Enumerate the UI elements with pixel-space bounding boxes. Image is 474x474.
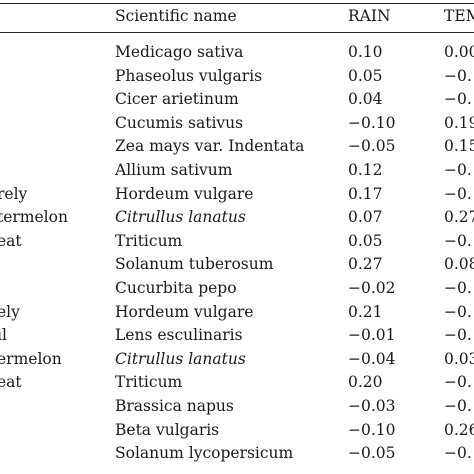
temp-value-cell: 0.26 [444, 421, 474, 439]
temp-value-cell: 0.08 [444, 255, 474, 273]
scientific-name-cell: Zea mays var. Indentata [115, 137, 305, 155]
rain-value-cell: −0.10 [348, 114, 396, 132]
table-header-rule [0, 32, 474, 33]
scientific-name-cell: Medicago sativa [115, 43, 244, 61]
scientific-name-cell: Allium sativum [115, 161, 233, 179]
rain-value-cell: 0.27 [348, 255, 383, 273]
scientific-name-cell: Citrullus lanatus [115, 208, 246, 226]
crop-name-cell: termelon [0, 208, 68, 226]
temp-value-cell: −0. [444, 67, 472, 85]
rain-value-cell: 0.17 [348, 185, 383, 203]
rain-value-cell: −0.02 [348, 279, 396, 297]
scientific-name-cell: Lens esculinaris [115, 326, 243, 344]
crop-name-cell: ermelon [0, 350, 62, 368]
temp-value-cell: 0.27 [444, 208, 474, 226]
rain-value-cell: −0.04 [348, 350, 396, 368]
temp-value-cell: −0. [444, 303, 472, 321]
header-rain: RAIN [348, 7, 391, 25]
scientific-name-cell: Solanum lycopersicum [115, 444, 294, 462]
header-scientific-name: Scientific name [115, 7, 237, 25]
temp-value-cell: −0. [444, 397, 472, 415]
rain-value-cell: −0.05 [348, 137, 396, 155]
crop-name-cell: eat [0, 232, 22, 250]
rain-value-cell: −0.01 [348, 326, 396, 344]
rain-value-cell: −0.10 [348, 421, 396, 439]
rain-value-cell: 0.05 [348, 232, 383, 250]
scientific-name-cell: Brassica napus [115, 397, 234, 415]
scientific-name-cell: Triticum [115, 232, 183, 250]
temp-value-cell: 0.03 [444, 350, 474, 368]
header-temp: TEM [444, 7, 474, 25]
scientific-name-cell: Cucumis sativus [115, 114, 244, 132]
rain-value-cell: 0.07 [348, 208, 383, 226]
temp-value-cell: 0.15 [444, 137, 474, 155]
scientific-name-cell: Hordeum vulgare [115, 185, 254, 203]
rain-value-cell: 0.05 [348, 67, 383, 85]
scientific-name-cell: Triticum [115, 373, 183, 391]
rain-value-cell: 0.20 [348, 373, 383, 391]
scientific-name-cell: Beta vulgaris [115, 421, 220, 439]
crop-name-cell: il [0, 326, 7, 344]
scientific-name-cell: Phaseolus vulgaris [115, 67, 263, 85]
temp-value-cell: 0.19 [444, 114, 474, 132]
temp-value-cell: −0. [444, 232, 472, 250]
scientific-name-cell: Solanum tuberosum [115, 255, 274, 273]
scientific-name-cell: Hordeum vulgare [115, 303, 254, 321]
rain-value-cell: −0.05 [348, 444, 396, 462]
rain-value-cell: −0.03 [348, 397, 396, 415]
scientific-name-cell: Cicer arietinum [115, 90, 239, 108]
temp-value-cell: 0.00 [444, 43, 474, 61]
rain-value-cell: 0.10 [348, 43, 383, 61]
table-top-rule [0, 3, 474, 4]
rain-value-cell: 0.21 [348, 303, 383, 321]
rain-value-cell: 0.04 [348, 90, 383, 108]
crop-name-cell: eat [0, 373, 22, 391]
temp-value-cell: −0. [444, 279, 472, 297]
crop-name-cell: rely [0, 185, 28, 203]
rain-value-cell: 0.12 [348, 161, 383, 179]
temp-value-cell: −0. [444, 161, 472, 179]
temp-value-cell: −0. [444, 444, 472, 462]
temp-value-cell: −0. [444, 90, 472, 108]
scientific-name-cell: Cucurbita pepo [115, 279, 237, 297]
crop-name-cell: ely [0, 303, 20, 321]
temp-value-cell: −0. [444, 185, 472, 203]
temp-value-cell: −0. [444, 373, 472, 391]
temp-value-cell: −0. [444, 326, 472, 344]
scientific-name-cell: Citrullus lanatus [115, 350, 246, 368]
